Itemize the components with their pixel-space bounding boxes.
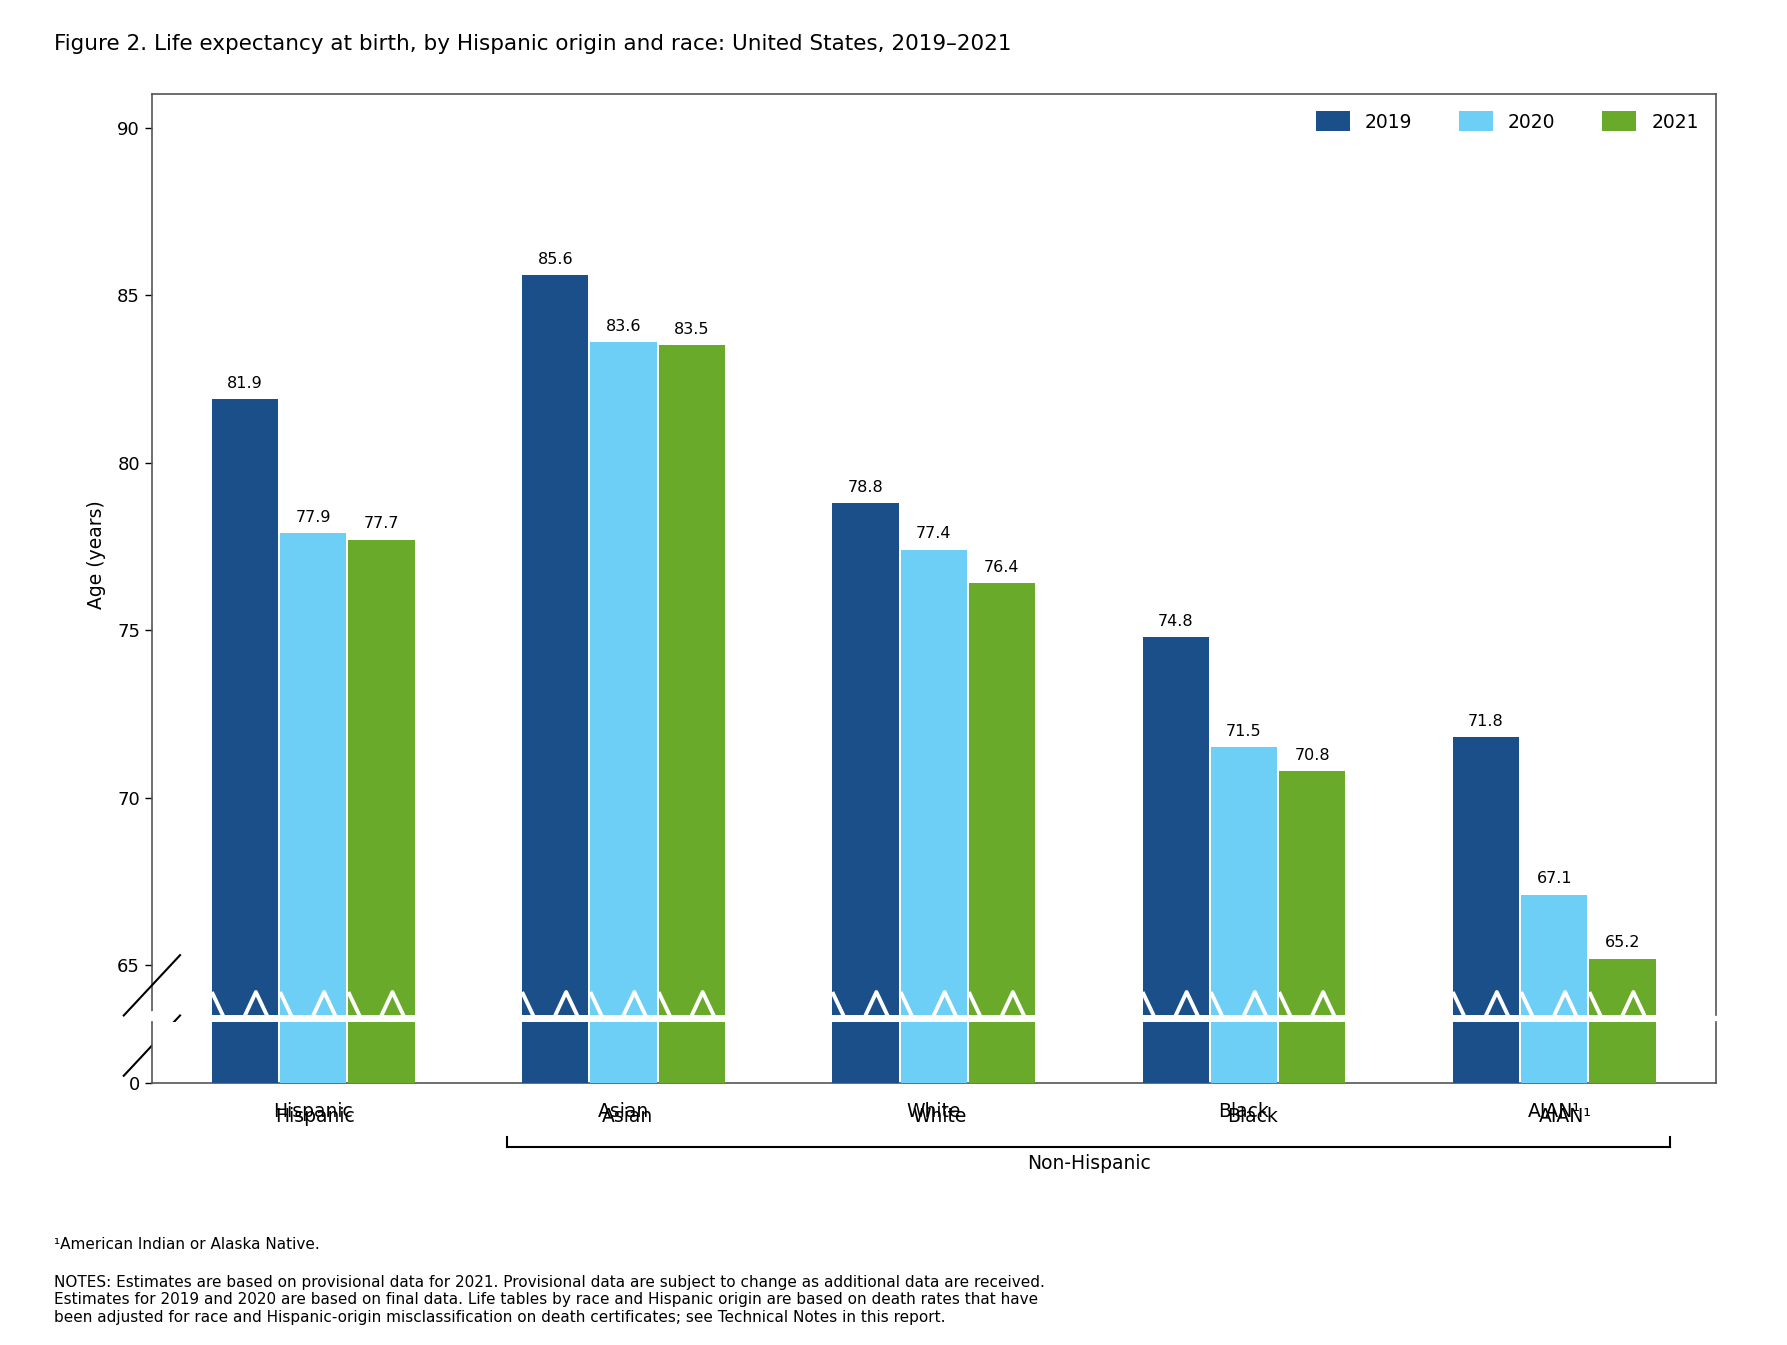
Bar: [522, 276, 588, 1015]
Bar: [1589, 959, 1655, 1015]
Bar: [1212, 748, 1278, 1015]
Bar: [1521, 894, 1587, 1015]
Text: Black: Black: [1219, 1102, 1269, 1120]
Bar: [213, 1022, 279, 1083]
Bar: [348, 1022, 415, 1083]
Bar: [590, 1022, 656, 1083]
Text: 77.4: 77.4: [917, 526, 951, 542]
Bar: [1142, 1022, 1208, 1083]
Bar: [1453, 1022, 1519, 1083]
Bar: [590, 342, 656, 1015]
Text: 67.1: 67.1: [1537, 872, 1573, 886]
Bar: [348, 539, 415, 1015]
Bar: [833, 503, 899, 1015]
Text: 74.8: 74.8: [1158, 613, 1194, 628]
Text: Asian: Asian: [599, 1102, 649, 1120]
Text: Hispanic: Hispanic: [273, 1102, 354, 1120]
Text: 78.8: 78.8: [847, 480, 883, 495]
Y-axis label: Age (years): Age (years): [88, 500, 105, 609]
Bar: [213, 399, 279, 1015]
Bar: [1521, 1022, 1587, 1083]
Text: Figure 2. Life expectancy at birth, by Hispanic origin and race: United States, : Figure 2. Life expectancy at birth, by H…: [54, 34, 1011, 54]
Bar: [1279, 1022, 1346, 1083]
Text: 83.6: 83.6: [606, 319, 642, 334]
Bar: [833, 1022, 899, 1083]
Text: White: White: [913, 1107, 967, 1126]
Text: 77.9: 77.9: [295, 510, 331, 525]
Bar: [659, 1022, 726, 1083]
Text: 71.8: 71.8: [1469, 714, 1505, 729]
Legend: 2019, 2020, 2021: 2019, 2020, 2021: [1308, 104, 1707, 139]
Text: 77.7: 77.7: [365, 516, 399, 531]
Text: 65.2: 65.2: [1605, 935, 1640, 950]
Text: 71.5: 71.5: [1226, 724, 1262, 738]
Text: Asian: Asian: [602, 1107, 652, 1126]
Bar: [901, 1022, 967, 1083]
Bar: [1212, 1022, 1278, 1083]
Bar: [281, 533, 347, 1015]
Text: AIAN¹: AIAN¹: [1539, 1107, 1592, 1126]
Text: White: White: [906, 1102, 961, 1120]
Text: 83.5: 83.5: [674, 321, 709, 338]
Text: ¹American Indian or Alaska Native.: ¹American Indian or Alaska Native.: [54, 1237, 320, 1252]
Bar: [1279, 771, 1346, 1015]
Text: AIAN¹: AIAN¹: [1528, 1102, 1581, 1120]
Bar: [1453, 737, 1519, 1015]
Text: NOTES: Estimates are based on provisional data for 2021. Provisional data are su: NOTES: Estimates are based on provisiona…: [54, 1275, 1044, 1325]
Text: Non-Hispanic: Non-Hispanic: [1028, 1154, 1151, 1173]
Bar: [969, 1022, 1035, 1083]
Bar: [1142, 638, 1208, 1015]
Bar: [901, 550, 967, 1015]
Bar: [281, 1022, 347, 1083]
Text: 70.8: 70.8: [1294, 748, 1330, 763]
Text: Hispanic: Hispanic: [275, 1107, 354, 1126]
Text: 81.9: 81.9: [227, 375, 263, 390]
Bar: [969, 584, 1035, 1015]
Bar: [522, 1022, 588, 1083]
Text: 85.6: 85.6: [538, 252, 574, 266]
Text: 76.4: 76.4: [985, 560, 1020, 574]
Bar: [659, 346, 726, 1015]
Bar: [1589, 1022, 1655, 1083]
Text: Black: Black: [1228, 1107, 1278, 1126]
